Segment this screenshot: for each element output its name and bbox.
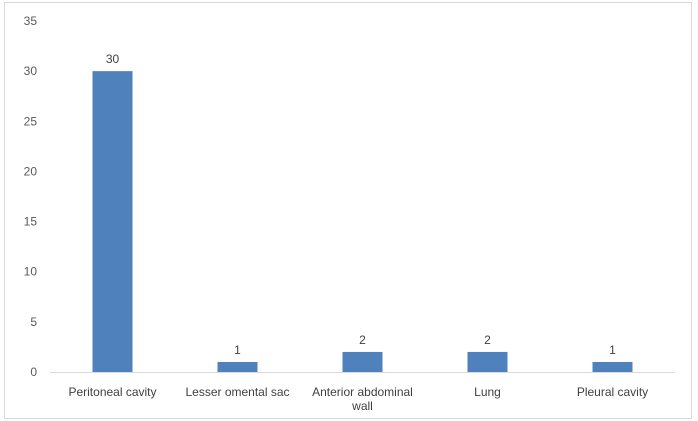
y-axis-tick-labels: 0 5 10 15 20 25 30 35: [24, 14, 38, 379]
y-tick-label: 0: [30, 365, 37, 379]
bar: [592, 361, 633, 372]
bars: [92, 71, 633, 373]
y-tick-label: 30: [24, 64, 38, 78]
x-category-label: Lesser omental sac: [185, 385, 289, 399]
bar: [467, 351, 508, 372]
bar: [92, 71, 133, 373]
y-tick-label: 20: [24, 164, 38, 178]
y-tick-label: 35: [24, 14, 38, 28]
data-label: 30: [106, 52, 120, 66]
y-tick-label: 10: [24, 265, 38, 279]
data-label: 2: [359, 333, 366, 347]
data-labels: 30 1 2 2 1: [106, 52, 616, 357]
bar: [217, 361, 258, 372]
data-label: 1: [234, 343, 241, 357]
y-tick-label: 25: [24, 114, 38, 128]
x-category-label: Lung: [474, 385, 501, 399]
y-tick-label: 5: [30, 315, 37, 329]
data-label: 1: [609, 343, 616, 357]
y-tick-label: 15: [24, 215, 38, 229]
data-label: 2: [484, 333, 491, 347]
x-category-label: Pleural cavity: [577, 385, 648, 399]
x-category-label: Anterior abdominal: [312, 385, 413, 399]
x-category-label: wall: [351, 399, 373, 413]
x-axis-category-labels: Peritoneal cavity Lesser omental sac Anter…: [68, 385, 648, 413]
bar: [342, 351, 383, 372]
x-category-label: Peritoneal cavity: [68, 385, 156, 399]
